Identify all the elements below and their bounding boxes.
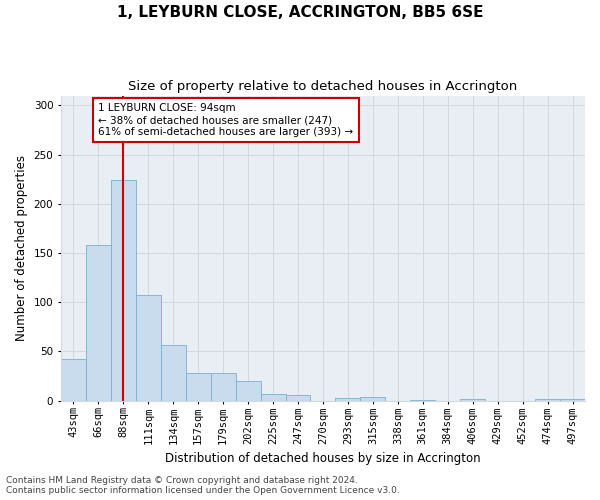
Bar: [335, 398, 361, 400]
Bar: [286, 394, 310, 400]
Text: 1 LEYBURN CLOSE: 94sqm
← 38% of detached houses are smaller (247)
61% of semi-de: 1 LEYBURN CLOSE: 94sqm ← 38% of detached…: [98, 104, 353, 136]
Bar: [86, 245, 111, 400]
Bar: [136, 296, 161, 401]
Bar: [61, 360, 86, 401]
Text: 1, LEYBURN CLOSE, ACCRINGTON, BB5 6SE: 1, LEYBURN CLOSE, ACCRINGTON, BB5 6SE: [117, 5, 483, 20]
Bar: [186, 373, 211, 400]
Bar: [236, 381, 260, 400]
Y-axis label: Number of detached properties: Number of detached properties: [15, 155, 28, 341]
X-axis label: Distribution of detached houses by size in Accrington: Distribution of detached houses by size …: [165, 452, 481, 465]
Bar: [260, 394, 286, 400]
Title: Size of property relative to detached houses in Accrington: Size of property relative to detached ho…: [128, 80, 518, 93]
Bar: [361, 396, 385, 400]
Bar: [535, 398, 560, 400]
Bar: [111, 180, 136, 400]
Text: Contains HM Land Registry data © Crown copyright and database right 2024.
Contai: Contains HM Land Registry data © Crown c…: [6, 476, 400, 495]
Bar: [560, 398, 585, 400]
Bar: [211, 373, 236, 400]
Bar: [161, 344, 186, 401]
Bar: [460, 398, 485, 400]
